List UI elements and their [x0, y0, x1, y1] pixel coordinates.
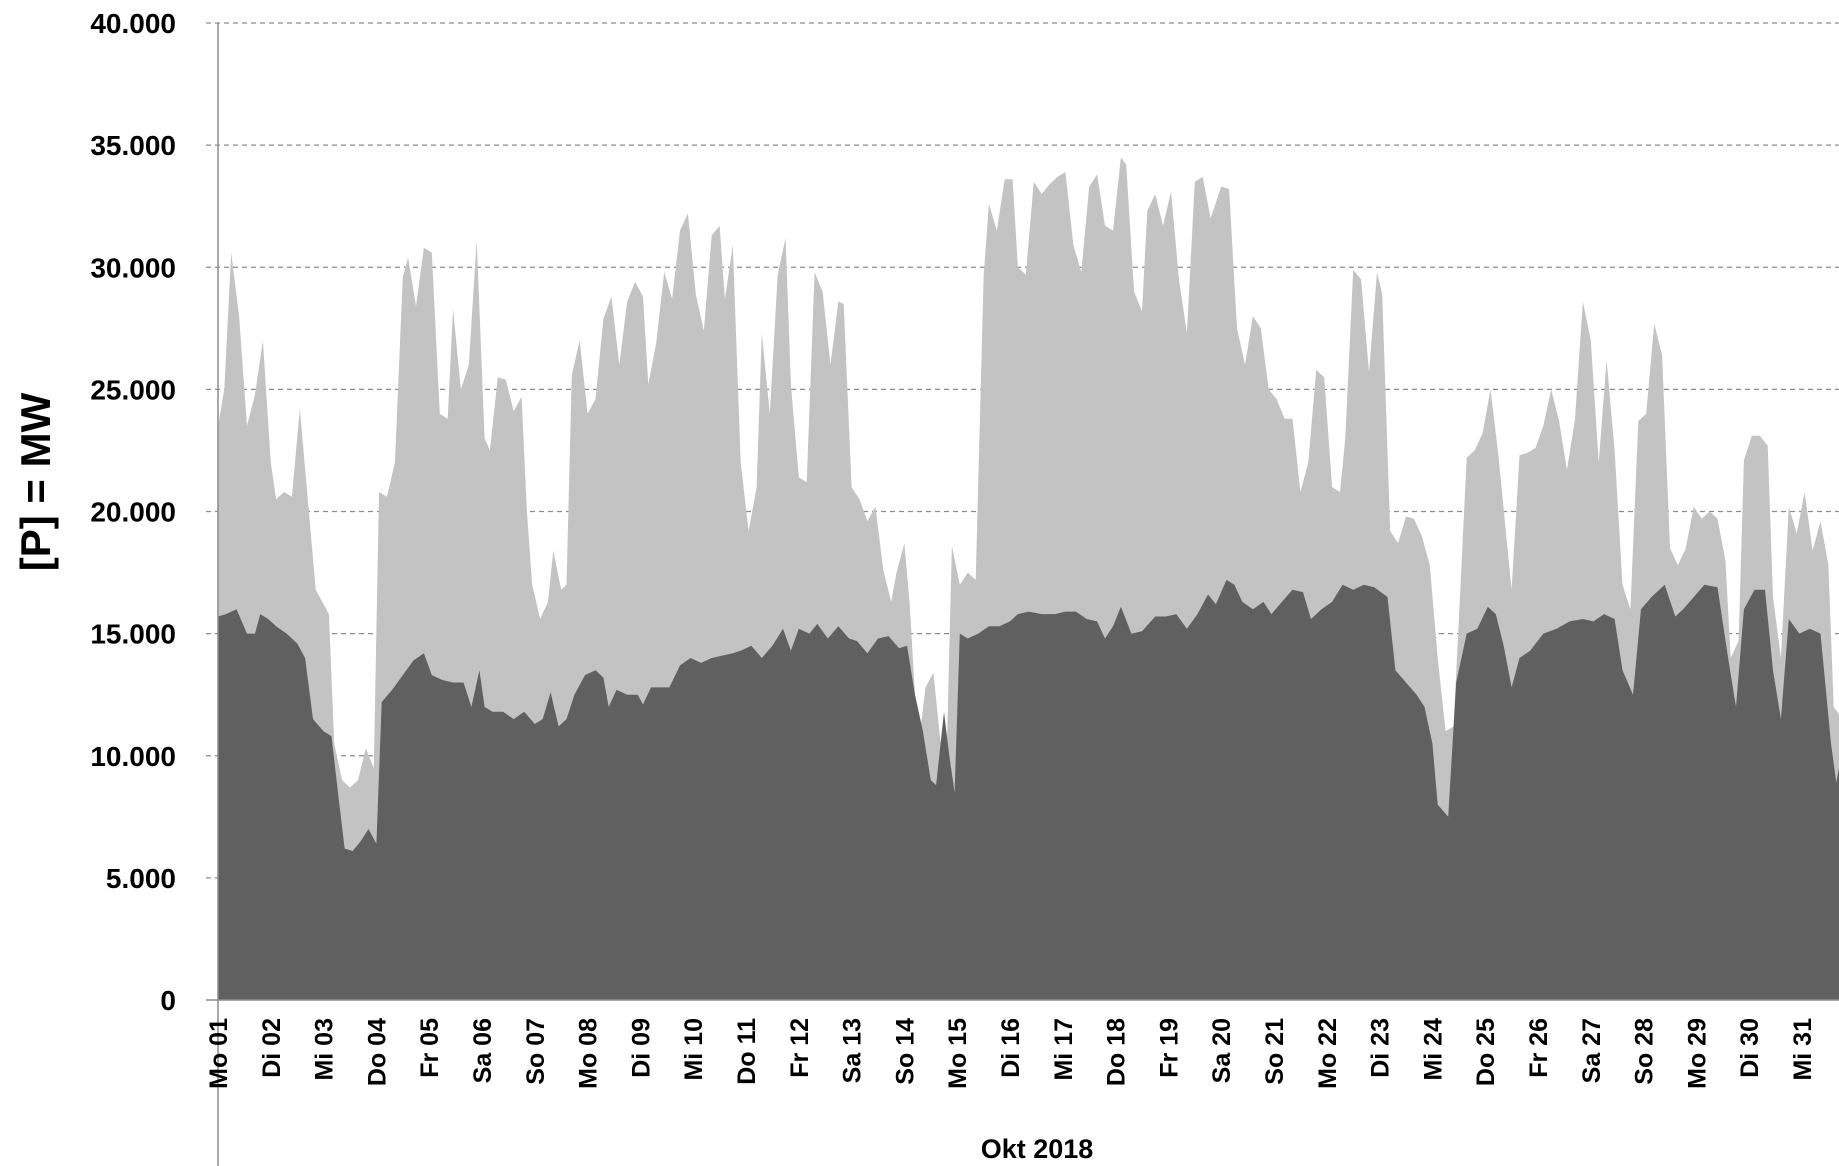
x-tick-label: Di 16	[997, 1018, 1025, 1078]
x-tick-label: Do 04	[363, 1018, 391, 1086]
y-tick-label: 30.000	[90, 252, 176, 283]
y-tick-label: 0	[160, 985, 176, 1016]
x-tick-label: Fr 26	[1525, 1018, 1553, 1078]
y-tick-label: 20.000	[90, 497, 176, 528]
y-axis-label: [P] = MW	[12, 392, 59, 571]
x-tick-label: Mi 24	[1419, 1018, 1447, 1081]
x-tick-label: Mi 10	[680, 1018, 708, 1081]
x-tick-label: Mi 03	[311, 1018, 339, 1081]
x-tick-label: Mo 22	[1314, 1018, 1342, 1089]
x-tick-label: Mo 15	[944, 1018, 972, 1089]
x-tick-label: Mi 31	[1789, 1018, 1817, 1081]
x-tick-label: Mi 17	[1050, 1018, 1078, 1081]
x-tick-label: Fr 12	[786, 1018, 814, 1078]
x-tick-label: Di 23	[1367, 1018, 1395, 1078]
y-tick-labels: 0 5.000 10.000 15.000 20.000 25.000 30.000 35.0…	[90, 8, 176, 1016]
x-tick-label: So 14	[891, 1018, 919, 1085]
x-tick-labels: Mo 01 Di 02 Mi 03 Do 04 Fr 05 Sa 06 So 07 Mo 08…	[205, 1018, 1817, 1089]
x-axis-label: Okt 2018	[981, 1134, 1094, 1164]
y-tick-label: 35.000	[90, 130, 176, 161]
y-tick-label: 10.000	[90, 741, 176, 772]
x-tick-label: Sa 13	[839, 1018, 867, 1083]
y-tick-label: 40.000	[90, 8, 176, 39]
x-tick-label: Fr 05	[416, 1018, 444, 1078]
x-tick-label: Do 11	[733, 1018, 761, 1085]
base-area-series	[218, 579, 1839, 1000]
x-tick-label: Sa 06	[469, 1018, 497, 1083]
axes	[206, 23, 1839, 1166]
x-tick-label: Fr 19	[1155, 1018, 1183, 1078]
plot-area	[218, 157, 1839, 1001]
x-tick-label: So 28	[1631, 1018, 1659, 1085]
x-tick-label: So 07	[522, 1018, 550, 1085]
y-tick-label: 5.000	[106, 863, 176, 894]
x-tick-label: Di 02	[258, 1018, 286, 1078]
x-tick-label: Mo 01	[205, 1018, 233, 1089]
y-tick-label: 25.000	[90, 374, 176, 405]
x-tick-label: Mo 08	[575, 1018, 603, 1089]
x-tick-label: Do 18	[1103, 1018, 1131, 1086]
x-tick-label: Sa 27	[1578, 1018, 1606, 1083]
x-tick-label: Sa 20	[1208, 1018, 1236, 1083]
x-tick-label: Di 30	[1736, 1018, 1764, 1078]
x-tick-label: Do 25	[1472, 1018, 1500, 1086]
x-tick-label: Di 09	[627, 1018, 655, 1078]
x-tick-label: So 21	[1261, 1018, 1289, 1085]
y-tick-label: 15.000	[90, 619, 176, 650]
x-tick-label: Mo 29	[1683, 1018, 1711, 1089]
